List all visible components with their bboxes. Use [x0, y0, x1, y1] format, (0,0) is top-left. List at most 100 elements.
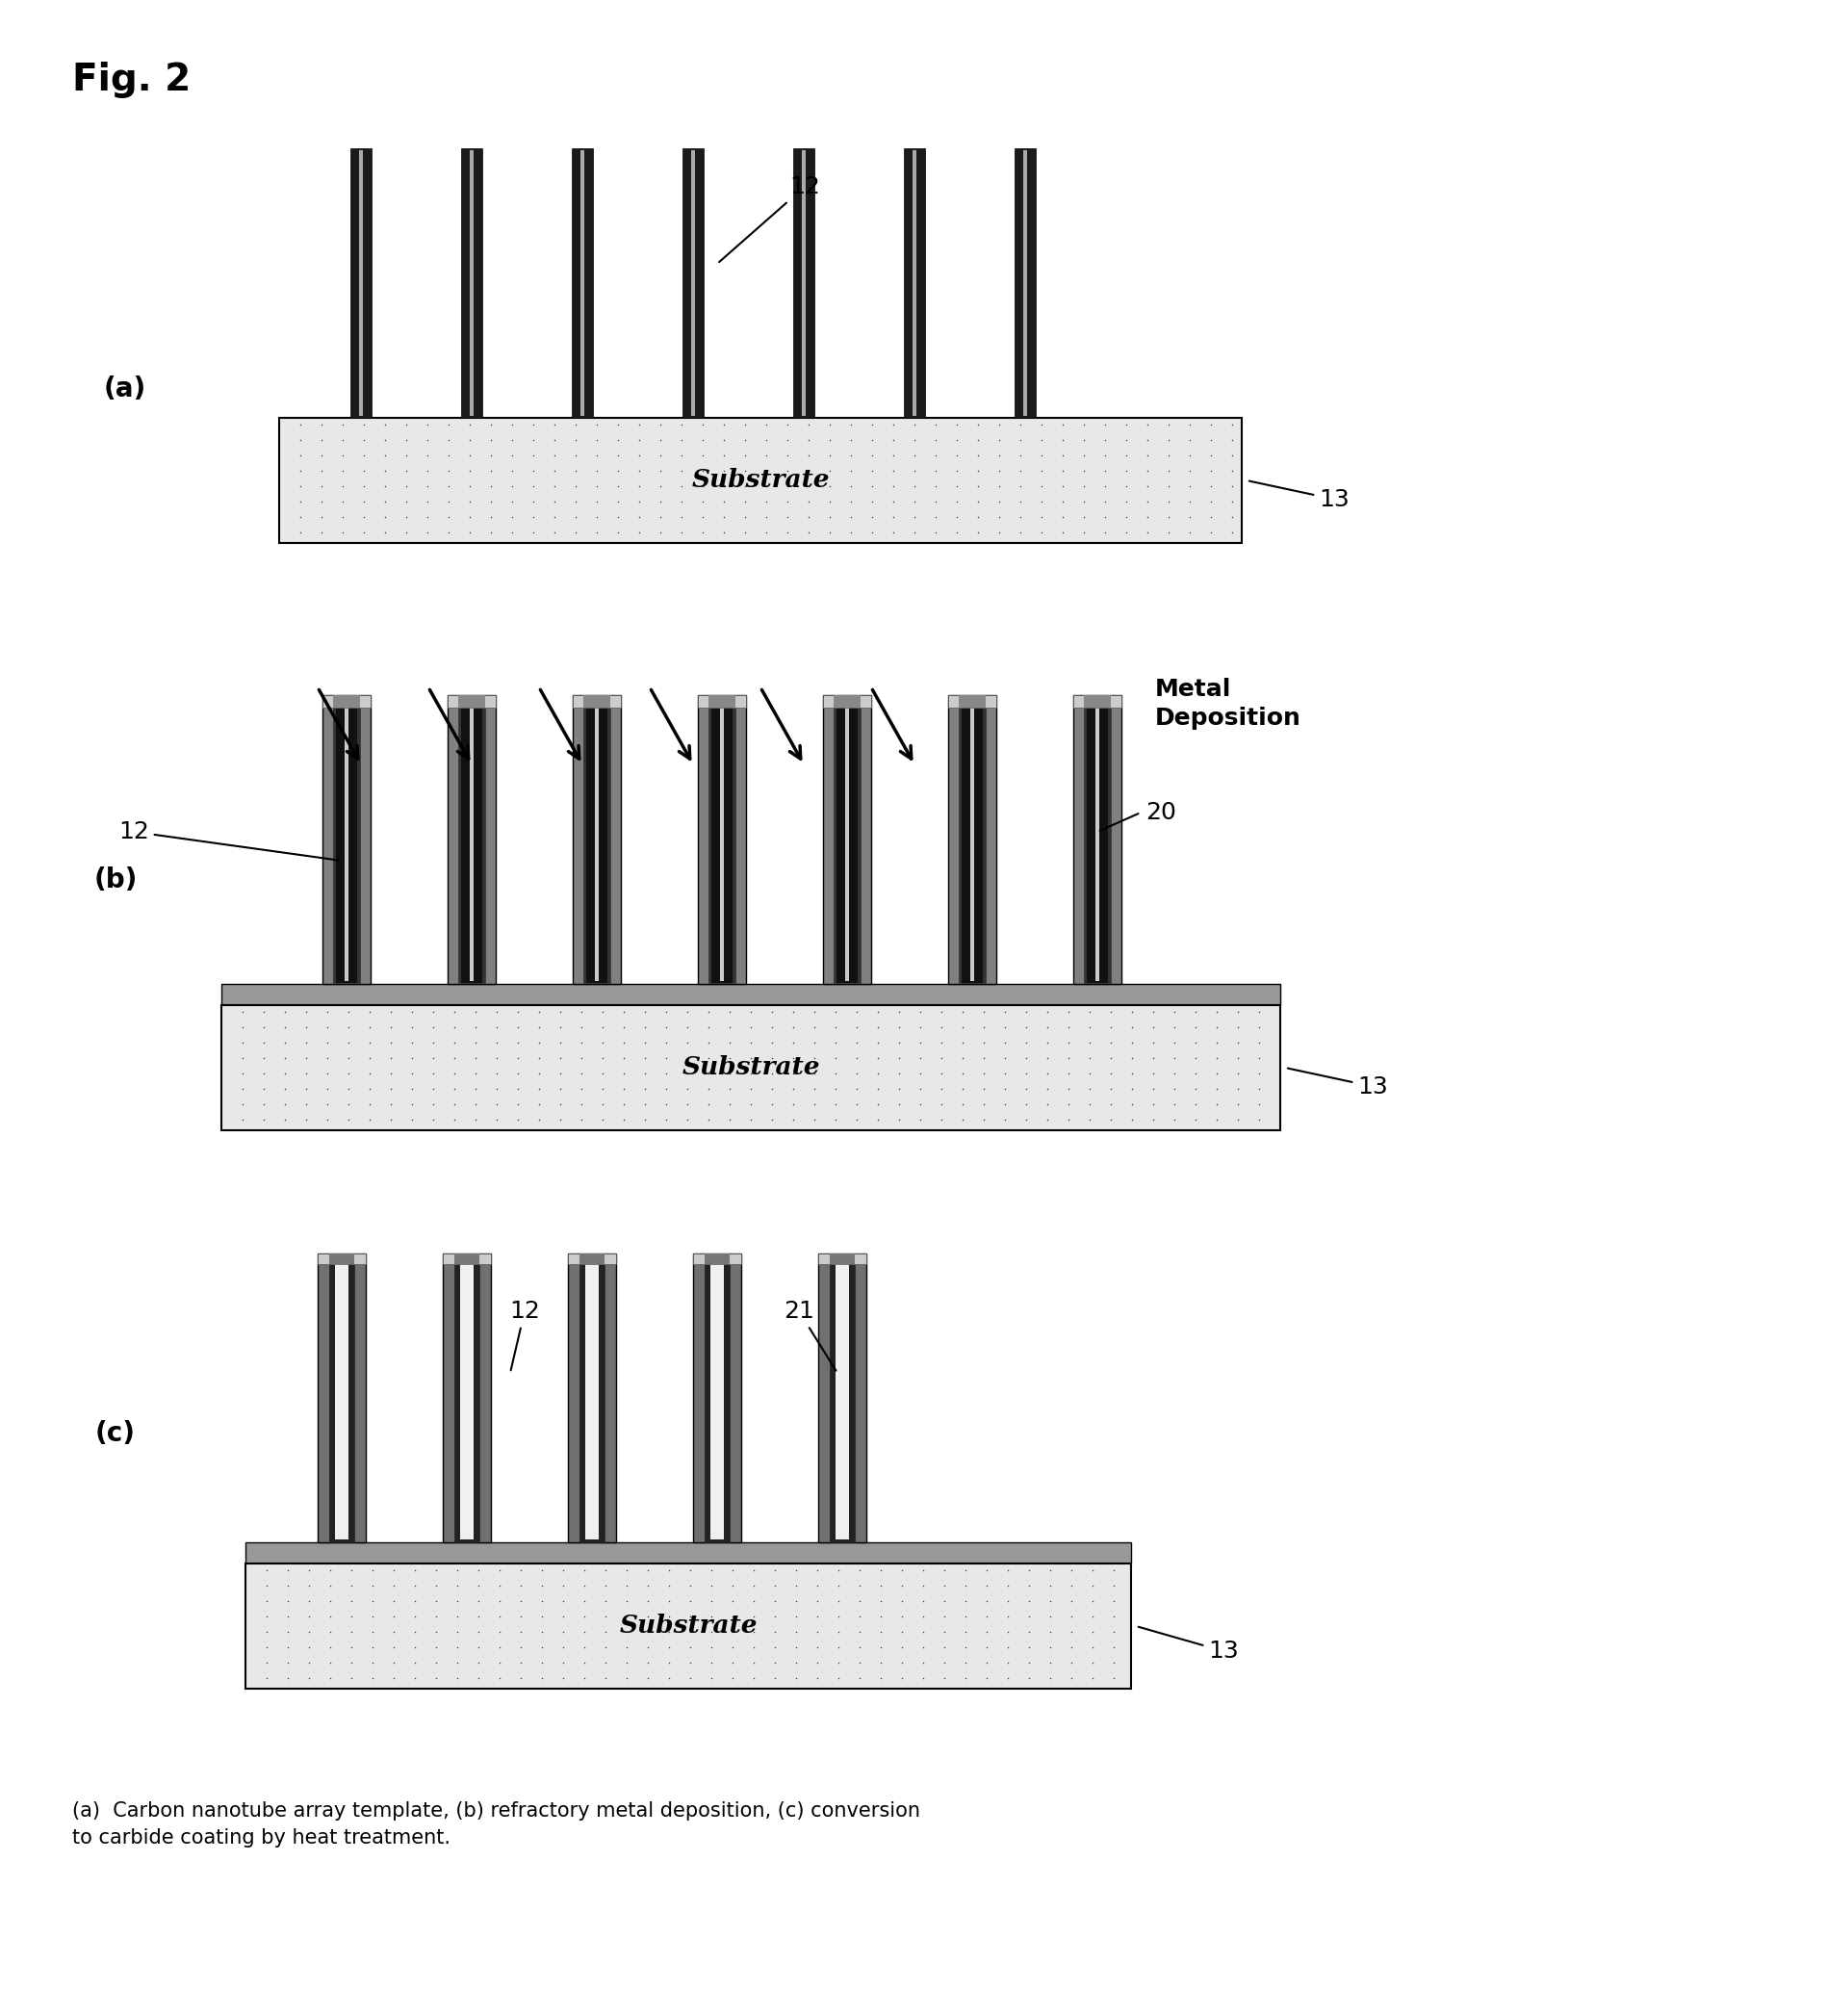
Bar	[703, 1254, 729, 1264]
Bar	[343, 698, 349, 982]
Bar	[720, 698, 723, 982]
Text: (a): (a)	[104, 375, 146, 403]
Bar	[1023, 149, 1027, 415]
Bar	[1083, 696, 1111, 708]
Bar	[460, 149, 482, 417]
Text: Metal
Deposition: Metal Deposition	[1155, 677, 1301, 730]
Bar	[460, 1256, 473, 1540]
Bar	[844, 698, 850, 982]
Bar	[802, 149, 806, 415]
Bar	[837, 696, 857, 984]
Text: 12: 12	[510, 1300, 539, 1371]
Bar	[711, 1256, 723, 1540]
Bar	[333, 696, 360, 708]
Bar	[318, 1254, 365, 1542]
Bar	[691, 149, 694, 415]
Bar	[703, 1254, 729, 1542]
Bar	[709, 696, 734, 984]
Bar	[280, 417, 1241, 542]
Bar	[1087, 696, 1107, 984]
Bar	[903, 149, 924, 417]
Bar	[334, 1256, 349, 1540]
Bar	[948, 696, 996, 984]
Bar	[948, 696, 996, 708]
Bar	[579, 1254, 605, 1264]
Bar	[318, 1254, 365, 1264]
Bar	[336, 696, 356, 984]
Bar	[470, 149, 473, 415]
Bar	[470, 698, 473, 982]
Bar	[245, 1542, 1131, 1564]
Bar	[1083, 696, 1111, 984]
Bar	[221, 1006, 1279, 1131]
Bar	[822, 696, 871, 708]
Text: Fig. 2: Fig. 2	[71, 62, 190, 99]
Bar	[585, 1256, 599, 1540]
Text: Substrate: Substrate	[619, 1615, 756, 1639]
Bar	[709, 696, 734, 708]
Bar	[581, 149, 585, 415]
Bar	[970, 698, 974, 982]
Bar	[245, 1564, 1131, 1689]
Bar	[692, 1254, 740, 1264]
Bar	[698, 696, 745, 984]
Bar	[1072, 696, 1120, 984]
Text: 20: 20	[1146, 800, 1175, 825]
Bar	[833, 696, 861, 708]
Bar	[322, 696, 371, 708]
Bar	[459, 696, 484, 984]
Bar	[448, 696, 495, 984]
Bar	[442, 1254, 491, 1264]
Bar	[829, 1254, 855, 1542]
Bar	[835, 1256, 850, 1540]
Bar	[833, 696, 861, 984]
Bar	[351, 149, 371, 417]
Bar	[594, 698, 599, 982]
Bar	[579, 1254, 605, 1542]
Bar	[959, 696, 985, 708]
Bar	[329, 1254, 354, 1542]
Bar	[322, 696, 371, 984]
Bar	[698, 696, 745, 708]
Bar	[586, 696, 607, 984]
Text: 13: 13	[1138, 1627, 1239, 1663]
Bar	[1072, 696, 1120, 708]
Bar	[448, 696, 495, 708]
Bar	[460, 696, 482, 984]
Bar	[442, 1254, 491, 1542]
Bar	[793, 149, 813, 417]
Bar	[711, 696, 733, 984]
Text: 12: 12	[718, 175, 820, 262]
Text: 12: 12	[119, 821, 338, 861]
Text: 21: 21	[784, 1300, 835, 1371]
Bar	[568, 1254, 616, 1542]
Bar	[1014, 149, 1036, 417]
Bar	[912, 149, 915, 415]
Bar	[333, 696, 360, 984]
Bar	[829, 1254, 855, 1264]
Text: 13: 13	[1286, 1068, 1387, 1099]
Bar	[822, 696, 871, 984]
Bar	[455, 1254, 479, 1264]
Bar	[1094, 698, 1098, 982]
Bar	[961, 696, 983, 984]
Text: (a)  Carbon nanotube array template, (b) refractory metal deposition, (c) conver: (a) Carbon nanotube array template, (b) …	[71, 1802, 919, 1847]
Bar	[818, 1254, 866, 1542]
Bar	[583, 696, 610, 984]
Bar	[568, 1254, 616, 1264]
Bar	[681, 149, 703, 417]
Bar	[572, 696, 621, 984]
Text: (b): (b)	[93, 867, 137, 893]
Bar	[221, 984, 1279, 1006]
Bar	[459, 696, 484, 708]
Bar	[572, 149, 592, 417]
Bar	[358, 149, 364, 415]
Text: Substrate: Substrate	[691, 468, 829, 492]
Text: 13: 13	[1248, 482, 1348, 510]
Bar	[329, 1254, 354, 1264]
Text: Substrate: Substrate	[681, 1056, 820, 1081]
Bar	[692, 1254, 740, 1542]
Bar	[572, 696, 621, 708]
Bar	[455, 1254, 479, 1542]
Text: (c): (c)	[95, 1419, 135, 1447]
